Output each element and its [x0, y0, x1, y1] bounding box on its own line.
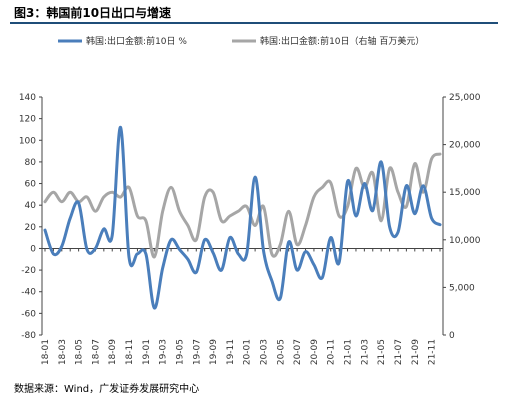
chart: 韩国:出口金额:前10日 % 韩国:出口金额:前10日（右轴 百万美元） -80… [19, 35, 481, 365]
x-tick-label: 20-09 [310, 339, 320, 365]
x-tick-label: 18-03 [58, 339, 68, 365]
left-tick-label: 0 [30, 244, 36, 254]
right-tick-label: 0 [449, 331, 455, 341]
left-tick-label: -80 [21, 331, 36, 341]
axes: -80 -60 -40 -20 0 20 40 60 80 100 120 140 0 5,000 10,0… [19, 93, 481, 365]
x-tick-label: 19-03 [159, 339, 169, 365]
title-rule [10, 22, 498, 24]
x-tick-label: 19-11 [226, 339, 236, 365]
x-tick-label: 18-01 [41, 339, 51, 365]
right-tick-label: 25,000 [449, 93, 481, 103]
x-tick-label: 18-09 [108, 339, 118, 365]
x-tick-label: 18-07 [91, 339, 101, 365]
left-tick-label: 40 [25, 201, 37, 211]
x-tick-label: 19-07 [192, 339, 202, 365]
left-tick-label: 140 [19, 93, 36, 103]
right-tick-label: 10,000 [449, 236, 481, 246]
legend-label-left: 韩国:出口金额:前10日 % [86, 35, 187, 47]
series-layer [43, 125, 442, 310]
figure-title: 图3：韩国前10日出口与增速 [14, 6, 172, 20]
x-tick-label: 19-05 [175, 339, 185, 365]
series-line-right [43, 152, 442, 259]
x-tick-label: 20-11 [327, 339, 337, 365]
x-tick-label: 20-03 [260, 339, 270, 365]
x-tick-label: 20-07 [293, 339, 303, 365]
x-tick-label: 20-01 [243, 339, 253, 365]
x-tick-label: 21-11 [428, 339, 438, 365]
right-tick-label: 20,000 [449, 141, 481, 151]
left-tick-label: 100 [19, 136, 36, 146]
source-note: 数据来源：Wind，广发证券发展研究中心 [14, 384, 200, 395]
x-tick-label: 21-09 [411, 339, 421, 365]
right-tick-label: 5,000 [449, 283, 475, 293]
x-tick-label: 18-11 [125, 339, 135, 365]
left-tick-label: 120 [19, 115, 36, 125]
x-tick-label: 21-03 [360, 339, 370, 365]
x-tick-label: 21-07 [394, 339, 404, 365]
x-tick-label: 21-05 [377, 339, 387, 365]
series-line-left [43, 125, 442, 310]
x-tick-label: 21-01 [344, 339, 354, 365]
left-tick-label: 20 [25, 223, 37, 233]
left-tick-label: -40 [21, 288, 36, 298]
legend: 韩国:出口金额:前10日 % 韩国:出口金额:前10日（右轴 百万美元） [58, 35, 424, 47]
left-tick-label: -60 [21, 309, 36, 319]
left-tick-label: -20 [21, 266, 36, 276]
x-tick-label: 20-05 [276, 339, 286, 365]
legend-label-right: 韩国:出口金额:前10日（右轴 百万美元） [260, 35, 424, 47]
x-tick-label: 19-09 [209, 339, 219, 365]
left-tick-label: 80 [25, 158, 37, 168]
right-tick-label: 15,000 [449, 188, 481, 198]
left-tick-label: 60 [25, 180, 37, 190]
x-tick-label: 19-01 [142, 339, 152, 365]
x-tick-label: 18-05 [75, 339, 85, 365]
